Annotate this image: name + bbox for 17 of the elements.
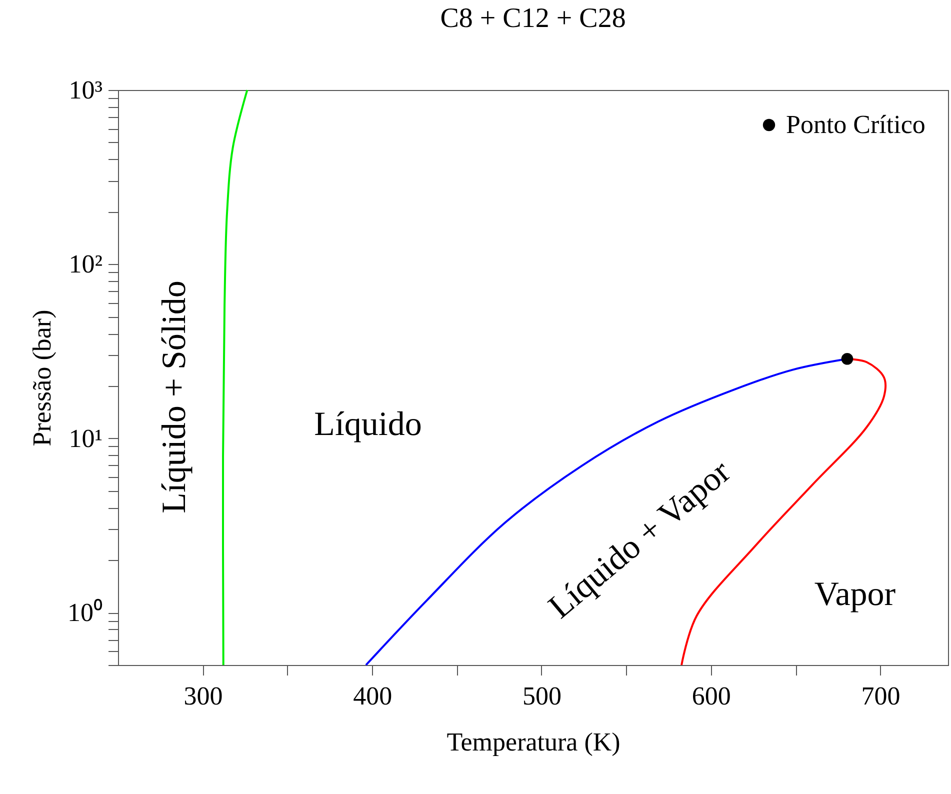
y-tick-label: 10¹ [68, 424, 102, 453]
annotation: Vapor [814, 576, 896, 613]
line-series [222, 89, 248, 666]
y-tick-label: 10² [68, 250, 103, 279]
legend-label: Ponto Crítico [786, 110, 926, 139]
x-tick-label: 500 [522, 682, 562, 710]
x-axis-title: Temperatura (K) [446, 728, 620, 756]
x-tick-label: 300 [184, 682, 223, 710]
y-tick-label: 10⁰ [68, 598, 102, 628]
y-axis-title: Pressão (bar) [28, 310, 56, 446]
annotation: Líquido [314, 406, 422, 443]
chart-title: C8 + C12 + C28 [440, 3, 626, 34]
x-tick-label: 600 [692, 682, 731, 710]
y-tick-label: 10³ [68, 76, 103, 104]
x-tick-label: 700 [861, 682, 900, 710]
annotation: Líquido + Sólido [156, 280, 193, 514]
x-tick-label: 400 [353, 682, 392, 710]
